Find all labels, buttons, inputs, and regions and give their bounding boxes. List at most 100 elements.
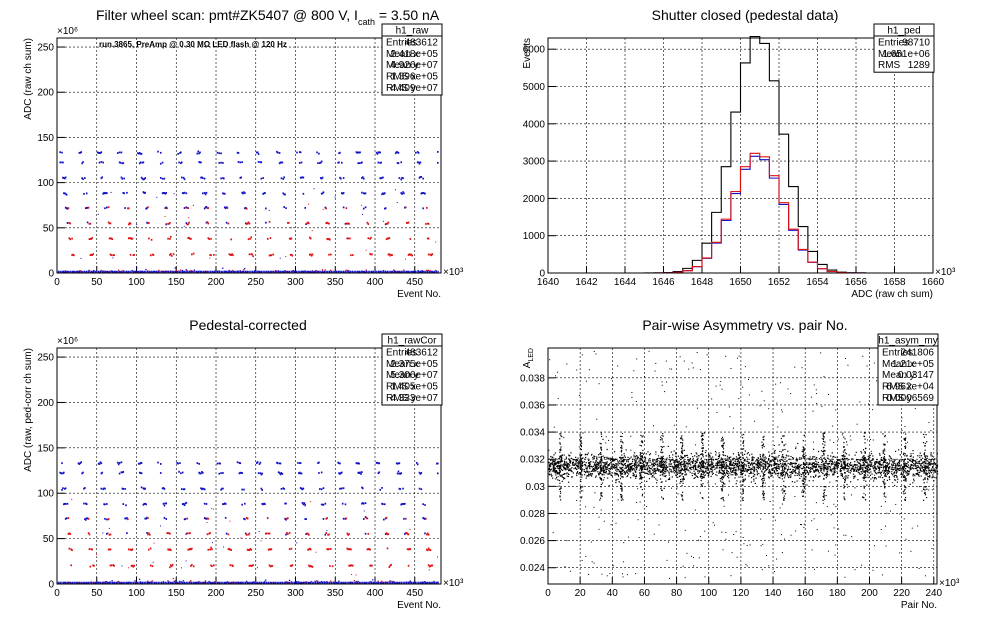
x-tick-label: 20	[575, 588, 587, 599]
data-point	[896, 475, 898, 477]
data-point	[605, 468, 607, 470]
data-point	[730, 467, 732, 469]
stats-value: 1289	[908, 60, 931, 71]
data-point	[806, 463, 808, 465]
data-point	[665, 463, 667, 465]
data-point	[597, 471, 599, 473]
data-point	[279, 257, 281, 259]
data-point	[611, 465, 613, 467]
data-point	[854, 464, 856, 466]
data-point	[258, 530, 260, 532]
data-point	[644, 465, 646, 467]
data-point	[662, 469, 664, 471]
data-point	[616, 470, 618, 472]
data-point	[180, 567, 182, 569]
data-point	[886, 479, 889, 481]
data-point	[377, 580, 379, 582]
data-point	[783, 480, 785, 482]
data-point	[84, 487, 86, 489]
data-point	[584, 470, 586, 473]
data-point	[553, 470, 555, 472]
data-point	[886, 462, 889, 464]
data-point	[765, 469, 767, 471]
data-point	[363, 270, 366, 273]
data-point	[732, 461, 734, 464]
data-point	[570, 452, 572, 454]
data-point	[138, 152, 141, 154]
data-point	[553, 462, 555, 464]
data-point	[141, 161, 144, 164]
data-point	[842, 467, 844, 469]
data-point	[729, 469, 732, 471]
data-point	[416, 463, 419, 466]
data-point	[893, 468, 895, 471]
data-point	[592, 469, 594, 471]
data-point	[329, 565, 331, 567]
data-point	[162, 581, 165, 584]
data-point	[293, 270, 296, 273]
data-point	[567, 463, 569, 465]
data-point	[916, 473, 918, 475]
data-point	[684, 464, 687, 466]
data-point	[837, 463, 839, 465]
data-point	[807, 464, 810, 466]
data-point	[635, 468, 638, 470]
data-point	[712, 456, 714, 458]
data-point	[301, 582, 303, 584]
data-point	[92, 253, 94, 256]
data-point	[308, 564, 310, 567]
data-point	[736, 474, 738, 476]
data-point	[914, 460, 916, 462]
data-point	[663, 470, 666, 472]
data-point	[384, 207, 387, 210]
data-point	[571, 470, 573, 473]
data-point	[782, 453, 784, 456]
data-point	[276, 461, 278, 464]
data-point	[242, 192, 244, 195]
data-point	[80, 581, 82, 584]
data-point	[347, 548, 349, 551]
data-point	[174, 267, 176, 269]
data-point	[573, 468, 575, 470]
data-point	[879, 462, 881, 464]
data-point	[341, 270, 343, 273]
data-point	[685, 474, 687, 476]
data-point	[304, 270, 306, 273]
data-point	[875, 461, 877, 463]
data-point	[853, 468, 855, 470]
data-point	[614, 459, 616, 461]
data-point	[186, 223, 189, 226]
data-point	[860, 465, 862, 467]
data-point	[183, 225, 185, 227]
x-tick-label: 1650	[729, 277, 752, 288]
data-point	[684, 463, 686, 465]
data-point	[303, 270, 305, 273]
data-point	[867, 474, 869, 476]
data-point	[734, 463, 736, 466]
data-point	[554, 461, 556, 463]
data-point	[880, 471, 883, 473]
data-point	[563, 468, 565, 470]
data-point	[261, 503, 264, 505]
data-point	[239, 161, 242, 164]
data-point	[222, 503, 224, 505]
stats-title: h1_ped	[887, 26, 920, 37]
data-point	[607, 463, 609, 466]
data-point	[589, 468, 591, 470]
data-point	[66, 270, 68, 273]
data-point	[355, 462, 358, 465]
data-point	[595, 465, 597, 468]
data-point	[393, 269, 395, 271]
data-point	[283, 488, 285, 490]
data-point	[926, 455, 929, 457]
data-point	[203, 207, 206, 210]
data-point	[679, 475, 681, 477]
data-point	[653, 473, 655, 475]
data-point	[779, 477, 781, 479]
data-point	[420, 192, 423, 195]
data-point	[280, 488, 283, 490]
data-point	[647, 462, 649, 464]
data-point	[645, 466, 647, 468]
data-point	[251, 270, 254, 273]
data-point	[722, 466, 724, 468]
